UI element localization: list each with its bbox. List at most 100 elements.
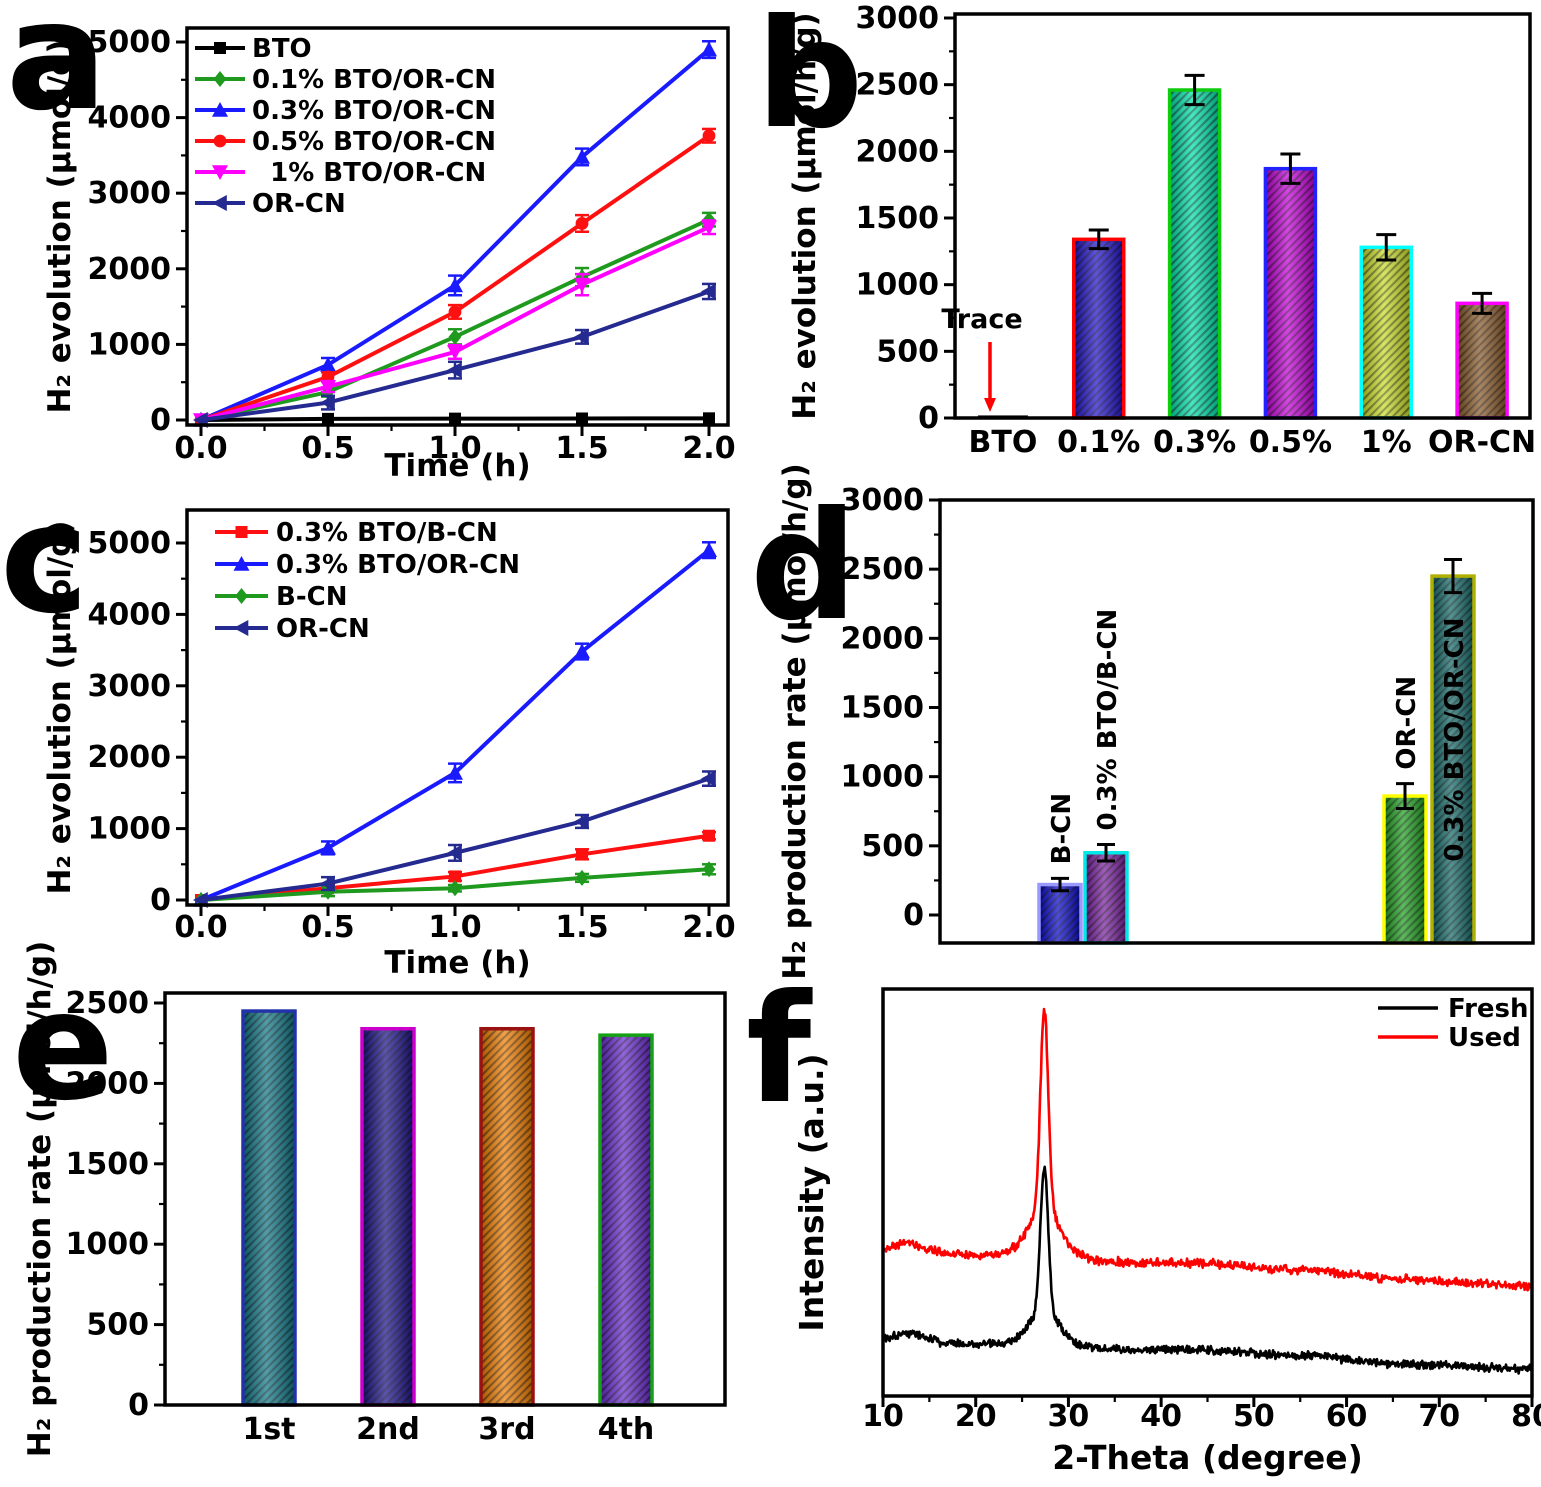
triangle-up-marker <box>701 542 717 557</box>
triangle-up-marker <box>212 102 228 117</box>
bar-shading <box>481 1028 533 1405</box>
legend-label: OR-CN <box>252 189 346 219</box>
square-marker <box>449 412 461 425</box>
panel-f-label: f <box>746 963 812 1137</box>
triangle-left-marker <box>320 875 335 892</box>
y-tick-label: 1500 <box>841 691 925 726</box>
x-tick-label: 60 <box>1326 1399 1368 1434</box>
y-axis-title: H₂ production rate (μmol/h/g) <box>22 941 58 1457</box>
diamond-marker <box>321 883 335 900</box>
y-axis-title: H₂ evolution (μmol/h/g) <box>787 12 823 419</box>
category-label: 1st <box>242 1412 295 1447</box>
trace-arrowhead <box>984 398 996 412</box>
y-tick-label: 2500 <box>856 68 940 103</box>
triangle-left-marker <box>233 620 249 636</box>
square-marker <box>322 412 334 425</box>
x-tick-label: 20 <box>955 1399 997 1434</box>
y-axis-title: H₂ production rate (μmol/h/g) <box>777 463 813 979</box>
plot-frame <box>163 991 727 1407</box>
y-tick-label: 2500 <box>66 986 150 1021</box>
y-tick-label: 1000 <box>66 1227 150 1262</box>
square-marker <box>214 42 226 54</box>
triangle-down-marker <box>574 277 590 293</box>
panel-e-label: e <box>12 960 114 1134</box>
category-label: OR-CN <box>1428 425 1536 460</box>
diamond-marker <box>702 861 716 878</box>
x-tick-label: 80 <box>1511 1399 1541 1434</box>
x-axis-title: Time (h) <box>384 448 530 484</box>
y-tick-label: 500 <box>86 1308 149 1343</box>
x-tick-label: 0.0 <box>174 431 227 466</box>
category-label: 3rd <box>478 1412 535 1447</box>
circle-marker <box>702 129 716 143</box>
x-tick-label: 0.0 <box>174 910 227 945</box>
triangle-up-marker <box>574 148 590 164</box>
x-tick-label: 70 <box>1418 1399 1460 1434</box>
legend-label: BTO <box>252 34 312 64</box>
bar-shading <box>1085 852 1127 943</box>
triangle-down-marker <box>212 165 228 180</box>
y-tick-label: 0 <box>903 898 924 933</box>
y-tick-label: 5000 <box>88 526 172 561</box>
legend-label: OR-CN <box>276 614 370 644</box>
bar-shading <box>1265 168 1316 418</box>
diamond-marker <box>213 71 227 87</box>
y-tick-label: 500 <box>861 829 924 864</box>
legend-label: 0.3% BTO/OR-CN <box>276 550 520 580</box>
legend-label: Used <box>1448 1023 1521 1053</box>
square-marker <box>576 848 588 861</box>
x-axis-title: Time (h) <box>384 945 530 981</box>
panel-c-chart: 0.0 0.5 1.0 1.5 2.0 0 1000 2000 3000 4000 5000 Time… <box>42 508 736 981</box>
category-label: 0.3% <box>1153 425 1236 460</box>
triangle-left-marker <box>212 195 227 211</box>
plot-frame <box>953 12 1532 420</box>
bar-label: B-CN <box>1047 793 1077 864</box>
legend-label: 0.5% BTO/OR-CN <box>252 127 496 157</box>
x-tick-label: 30 <box>1048 1399 1090 1434</box>
square-marker <box>576 412 588 425</box>
y-tick-label: 1500 <box>856 201 940 236</box>
triangle-up-marker <box>320 356 336 372</box>
y-axis-title: H₂ evolution (μmol/g) <box>42 520 78 894</box>
y-tick-label: 3000 <box>88 669 172 704</box>
bar-shading <box>1457 303 1508 418</box>
y-axis-title: Intensity (a.u.) <box>792 1053 831 1331</box>
triangle-left-marker <box>574 813 589 830</box>
triangle-up-marker <box>701 41 717 57</box>
square-marker <box>703 412 715 425</box>
x-tick-label: 40 <box>1140 1399 1182 1434</box>
bar-shading <box>362 1028 414 1405</box>
panel-f-chart: 10 20 30 40 50 60 70 80 2-Theta (degree) Intensit… <box>792 987 1541 1477</box>
category-label: 4th <box>598 1412 655 1447</box>
y-tick-label: 3000 <box>856 1 940 36</box>
y-tick-label: 2500 <box>841 552 925 587</box>
trace-annotation: Trace <box>941 304 1022 335</box>
panel-c-label: c <box>0 473 89 647</box>
triangle-left-marker <box>701 283 716 300</box>
y-tick-label: 1000 <box>856 268 940 303</box>
plot-frame <box>938 498 1535 945</box>
x-tick-label: 1.0 <box>428 910 481 945</box>
legend-label: 0.3% BTO/B-CN <box>276 518 498 548</box>
category-label: BTO <box>968 425 1037 460</box>
panel-a-chart: 0.0 0.5 1.0 1.5 2.0 0 1000 2000 3000 4000 5000 Time… <box>42 25 736 484</box>
triangle-left-marker <box>701 770 716 787</box>
triangle-down-marker <box>447 345 463 360</box>
x-tick-label: 1.5 <box>555 431 608 466</box>
category-label: 0.1% <box>1057 425 1140 460</box>
triangle-up-marker <box>320 839 336 855</box>
bar-shading <box>600 1035 652 1405</box>
plot-frame <box>881 987 1534 1398</box>
y-tick-label: 1500 <box>66 1147 150 1182</box>
bar-label: 0.3% BTO/B-CN <box>1093 609 1123 831</box>
y-tick-label: 0 <box>918 401 939 436</box>
bar-label: 0.3% BTO/OR-CN <box>1440 618 1470 862</box>
triangle-up-marker <box>447 764 463 780</box>
x-tick-label: 1.5 <box>555 910 608 945</box>
panel-d-chart: B-CN 0.3% BTO/B-CN OR-CN 0.3% BTO/OR-CN 0 500… <box>777 463 1535 980</box>
square-marker <box>703 829 715 842</box>
y-tick-label: 4000 <box>88 101 172 136</box>
y-tick-label: 0 <box>128 1388 149 1423</box>
y-tick-label: 1000 <box>841 760 925 795</box>
